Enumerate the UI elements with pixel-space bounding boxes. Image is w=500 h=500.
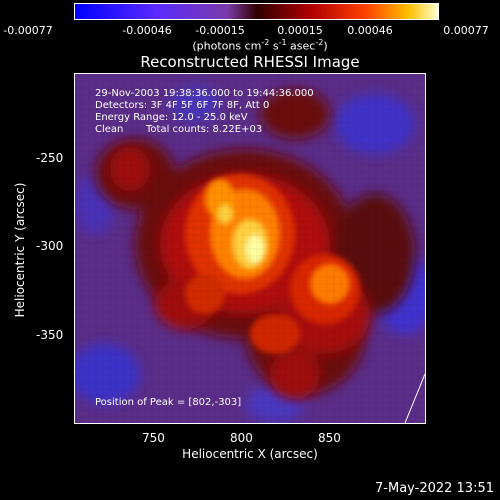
total-counts-text: Total counts: 8.22E+03 — [146, 124, 263, 135]
colorbar-tick-label: -0.00046 — [122, 24, 172, 37]
x-tick-label: 800 — [230, 431, 253, 445]
colorbar — [74, 3, 439, 20]
y-tick-label: -250 — [36, 151, 64, 165]
detectors-text: Detectors: 3F 4F 5F 6F 7F 8F, Att 0 — [95, 100, 270, 111]
colorbar-tick-label: -0.00077 — [3, 24, 53, 37]
timestamp: 7-May-2022 13:51 — [375, 481, 494, 496]
emission-map — [75, 74, 425, 423]
image-title: Reconstructed RHESSI Image — [140, 53, 360, 71]
rhessi-image — [74, 73, 426, 424]
x-axis-title: Heliocentric X (arcsec) — [182, 447, 318, 461]
colorbar-unit: (photons cm-2 s-1 asec-2) — [192, 38, 328, 53]
colorbar-tick-label: 0.00015 — [277, 24, 323, 37]
x-tick-label: 750 — [142, 431, 165, 445]
energy-range-text: Energy Range: 12.0 - 25.0 keV — [95, 112, 248, 123]
y-axis-title: Heliocentric Y (arcsec) — [13, 182, 27, 318]
peak-position-text: Position of Peak = [802,-303] — [95, 397, 242, 408]
colorbar-tick-label: -0.00015 — [195, 24, 245, 37]
algorithm-text: Clean — [95, 124, 124, 135]
time-range-text: 29-Nov-2003 19:38:36.000 to 19:44:36.000 — [95, 88, 314, 99]
y-tick-label: -350 — [36, 328, 64, 342]
x-tick-label: 850 — [318, 431, 341, 445]
colorbar-tick-label: 0.00046 — [347, 24, 393, 37]
colorbar-gradient — [75, 4, 438, 19]
colorbar-tick-label: 0.00077 — [443, 24, 489, 37]
y-tick-label: -300 — [36, 239, 64, 253]
